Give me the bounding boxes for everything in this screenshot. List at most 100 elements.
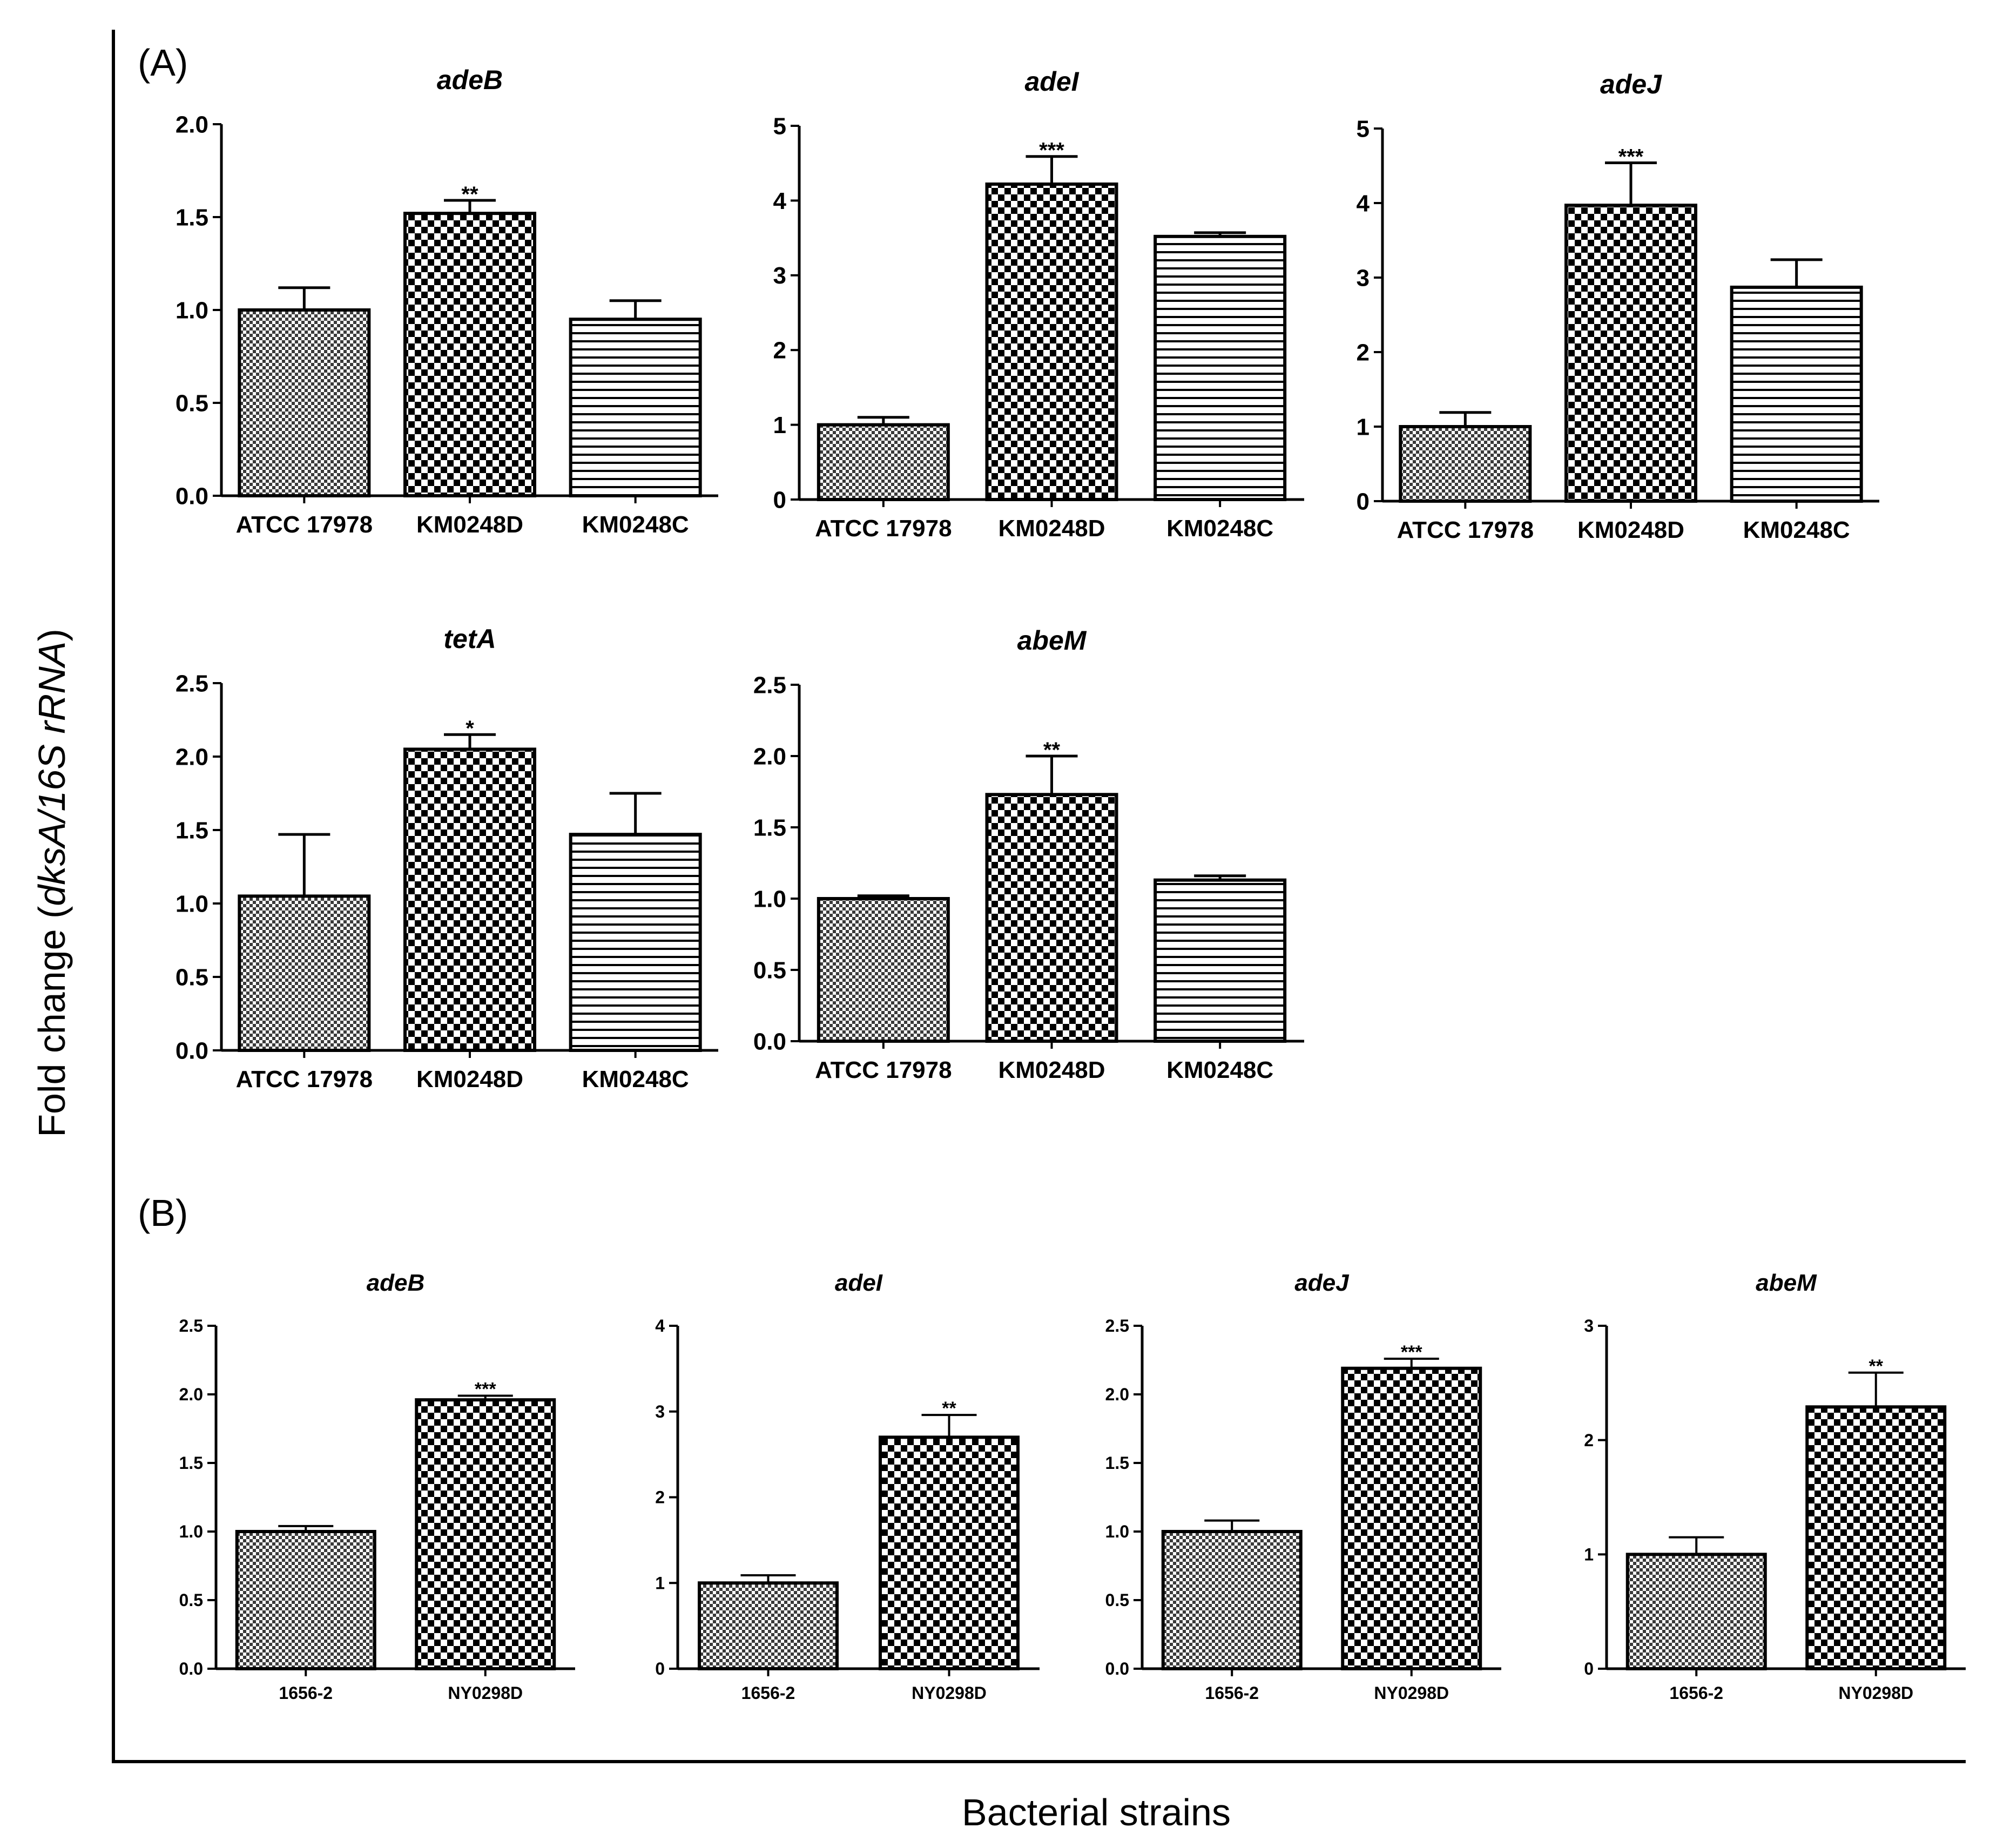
bar [1153, 878, 1287, 1043]
y-tick-label: 2.5 [1105, 1316, 1129, 1336]
significance-marker: *** [1039, 139, 1064, 163]
chart-a-adei: 0 1 2 3 4 5 adeI ATCC 17978 KM0248D *** KM0248C [773, 66, 1304, 542]
bar [985, 793, 1118, 1043]
chart-title: abeM [1756, 1270, 1817, 1296]
x-category-label: ATCC 17978 [815, 515, 952, 542]
y-tick-label: 0.0 [1105, 1659, 1129, 1678]
y-tick-label: 4 [655, 1316, 665, 1336]
x-category-label: 1656-2 [279, 1683, 333, 1703]
y-tick-label: 3 [1584, 1316, 1594, 1336]
chart-title: adeI [835, 1270, 883, 1296]
bar [569, 833, 702, 1053]
chart-title: abeM [1017, 625, 1087, 656]
chart-b-abem: 0 1 2 3 abeM 1656-2 NY0298D ** [1584, 1270, 1966, 1703]
chart-b-adej: 0.0 0.5 1.0 1.5 2.0 2.5 adeJ 1656-2 NY0298D *** [1105, 1270, 1501, 1703]
panel-label-a: (A) [138, 42, 188, 84]
y-tick-label: 2 [773, 338, 786, 364]
chart-title: adeI [1024, 66, 1079, 97]
significance-marker: ** [942, 1398, 956, 1419]
bar [569, 318, 702, 497]
y-tick-label: 5 [1357, 116, 1370, 142]
bar [1805, 1405, 1947, 1671]
bar [1625, 1553, 1767, 1670]
x-category-label: KM0248D [416, 1066, 523, 1092]
bar [698, 1581, 839, 1670]
significance-marker: ** [1043, 738, 1061, 762]
y-tick-label: 0.0 [176, 483, 208, 509]
y-tick-label: 1.5 [179, 1453, 203, 1473]
bar [403, 747, 536, 1052]
y-tick-label: 1 [773, 412, 786, 439]
bar [238, 308, 371, 497]
x-category-label: NY0298D [448, 1683, 523, 1703]
x-category-label: ATCC 17978 [236, 1066, 373, 1092]
y-tick-label: 0.5 [1105, 1590, 1129, 1610]
x-category-label: KM0248C [582, 1066, 689, 1092]
y-tick-label: 2.5 [753, 672, 786, 698]
y-tick-label: 1.0 [176, 891, 208, 917]
significance-marker: ** [1869, 1356, 1884, 1377]
significance-marker: *** [1401, 1342, 1422, 1363]
y-tick-label: 3 [655, 1402, 665, 1421]
y-tick-label: 2.0 [176, 111, 208, 138]
outer-y-axis-label: Fold change (dksA/16S rRNA) [31, 629, 73, 1137]
y-tick-label: 0 [1357, 488, 1370, 515]
significance-marker: *** [475, 1379, 496, 1400]
y-tick-label: 0.5 [753, 957, 786, 983]
y-tick-label: 3 [773, 262, 786, 289]
x-category-label: KM0248D [1577, 517, 1684, 543]
x-category-label: KM0248C [1166, 1057, 1273, 1083]
x-category-label: KM0248C [582, 511, 689, 538]
significance-marker: *** [1618, 145, 1644, 168]
chart-title: adeJ [1294, 1270, 1350, 1296]
bar [403, 212, 536, 497]
y-tick-label: 5 [773, 113, 786, 139]
bar [879, 1435, 1020, 1670]
y-tick-label: 0 [655, 1659, 665, 1678]
chart-a-teta: 0.0 0.5 1.0 1.5 2.0 2.5 tetA ATCC 17978 KM0248D *… [176, 624, 718, 1092]
bar [817, 423, 950, 501]
bar [238, 894, 371, 1053]
outer-x-axis-label: Bacterial strains [962, 1791, 1231, 1833]
bar [1341, 1366, 1482, 1670]
bar [415, 1398, 556, 1670]
y-tick-label: 4 [1357, 190, 1370, 217]
x-category-label: 1656-2 [741, 1683, 795, 1703]
y-tick-label: 1 [1584, 1545, 1594, 1564]
y-tick-label: 0.0 [176, 1037, 208, 1064]
y-tick-label: 2.0 [179, 1385, 203, 1404]
x-category-label: KM0248C [1743, 517, 1850, 543]
bar [1161, 1530, 1303, 1670]
y-tick-label: 2 [1357, 339, 1370, 366]
y-tick-label: 0.5 [176, 964, 208, 990]
x-category-label: KM0248D [998, 515, 1105, 542]
significance-marker: ** [461, 183, 478, 206]
bar [817, 897, 950, 1043]
bar [1730, 285, 1863, 503]
y-tick-label: 2.0 [1105, 1385, 1129, 1404]
chart-title: adeB [437, 65, 503, 95]
chart-a-adeb: 0.0 0.5 1.0 1.5 2.0 adeB ATCC 17978 KM0248D ** KM… [176, 65, 718, 538]
y-tick-label: 2.5 [176, 670, 208, 697]
chart-b-adei: 0 1 2 3 4 adeI 1656-2 NY0298D ** [655, 1270, 1040, 1703]
chart-a-abem: 0.0 0.5 1.0 1.5 2.0 2.5 abeM ATCC 17978 KM0248D *… [753, 625, 1304, 1083]
y-tick-label: 3 [1357, 265, 1370, 291]
x-category-label: ATCC 17978 [1397, 517, 1534, 543]
panel-label-b: (B) [138, 1192, 188, 1234]
y-tick-label: 1.5 [1105, 1453, 1129, 1473]
x-category-label: ATCC 17978 [236, 511, 373, 538]
y-tick-label: 0.0 [753, 1028, 786, 1055]
x-category-label: KM0248D [416, 511, 523, 538]
bar [1399, 425, 1532, 503]
charts-group: 0.0 0.5 1.0 1.5 2.0 adeB ATCC 17978 KM0248D ** KM… [176, 65, 1966, 1703]
x-category-label: KM0248D [998, 1057, 1105, 1083]
y-tick-label: 1.0 [753, 886, 786, 912]
y-tick-label: 1.5 [753, 814, 786, 841]
chart-title: adeB [367, 1270, 425, 1296]
significance-marker: * [466, 717, 474, 740]
y-tick-label: 2.0 [176, 744, 208, 770]
chart-title: adeJ [1600, 69, 1662, 99]
y-tick-label: 2 [1584, 1431, 1594, 1450]
bar [1153, 234, 1287, 501]
